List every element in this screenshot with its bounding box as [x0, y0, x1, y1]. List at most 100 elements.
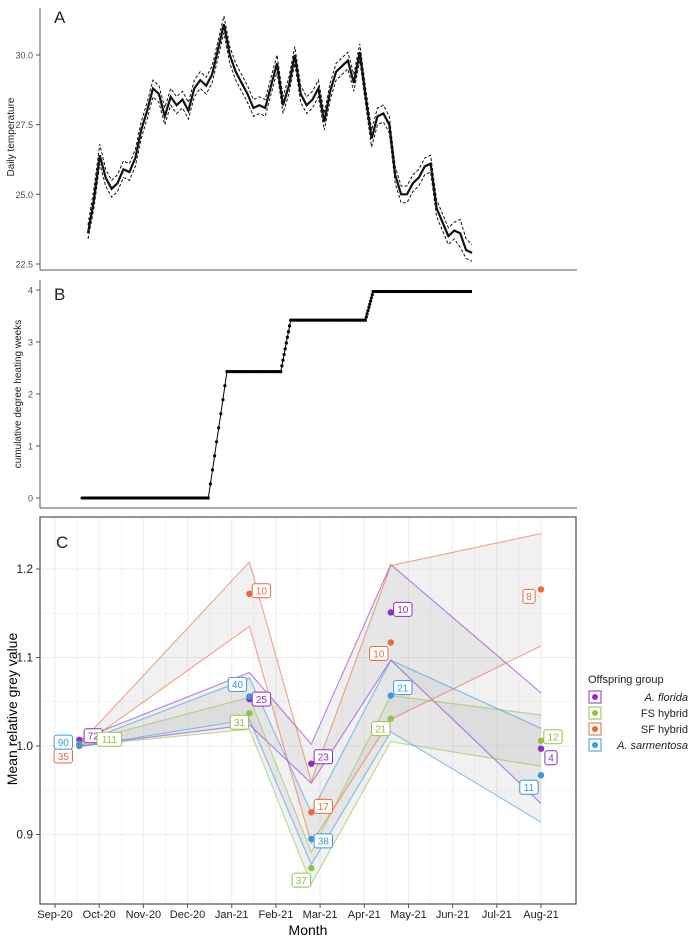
- panel-b-point: [103, 496, 107, 500]
- panel-b-point: [325, 318, 329, 322]
- panel-c-n-label-box: [369, 646, 389, 661]
- panel-b-point: [388, 290, 392, 294]
- panel-b-point: [93, 496, 97, 500]
- panel-b-point: [309, 318, 312, 322]
- panel-c-y-tick-label: 1.0: [16, 739, 33, 753]
- panel-b-point: [143, 496, 147, 500]
- panel-b-point: [228, 370, 232, 374]
- panel-a-line-upper: [87, 15, 473, 245]
- panel-c-x-tick-label: Feb-21: [258, 909, 293, 921]
- panel-c-point: [387, 715, 394, 722]
- panel-b-point: [271, 370, 275, 374]
- panel-c-x-tick-label: Mar-21: [303, 909, 338, 921]
- panel-b-point: [444, 290, 448, 294]
- panel-b-point: [384, 290, 388, 294]
- panel-a-line-mean: [86, 24, 473, 254]
- panel-c-n-label: 12: [547, 733, 559, 744]
- panel-c-x-tick-label: Nov-20: [126, 909, 161, 921]
- panel-c-n-label: 10: [373, 649, 385, 660]
- panel-b-y-label: cumulative degree heating weeks: [13, 320, 24, 468]
- panel-b-point: [351, 318, 355, 322]
- panel-b-point: [312, 318, 316, 322]
- panel-b-point: [186, 496, 190, 500]
- panel-c-y-ticks: 0.9 1.0 1.1 1.2: [16, 562, 40, 842]
- panel-c-point: [308, 864, 315, 872]
- panel-c-n-label: 38: [318, 837, 330, 848]
- panel-c-n-label-box: [53, 734, 73, 750]
- panel-c-n-label: 17: [318, 802, 330, 813]
- panel-b-point: [97, 496, 100, 500]
- panel-b-point: [404, 290, 408, 294]
- panel-b-point: [345, 318, 349, 322]
- panel-c-point: [308, 809, 315, 816]
- panel-b-point: [202, 496, 206, 500]
- panel-a-y-tick-label: 22.5: [15, 260, 33, 270]
- panel-b-point: [206, 496, 210, 500]
- panel-b-point: [80, 496, 84, 500]
- panel-b-point: [136, 496, 140, 500]
- panel-b-point: [149, 496, 153, 500]
- panel-c-n-label: 35: [58, 752, 70, 763]
- panel-b-point: [427, 290, 431, 294]
- panel-a-y-ticks: 22.5 25.0 27.5 30.0: [15, 51, 40, 270]
- panel-c-n-label: 11: [524, 783, 535, 794]
- panel-b-point: [242, 370, 245, 374]
- legend-label: A. florida: [644, 692, 688, 704]
- panel-b-point: [457, 290, 461, 294]
- panel-c-x-tick-label: Dec-20: [170, 909, 205, 921]
- panel-b-point: [342, 318, 345, 322]
- panel-a-label: A: [54, 8, 66, 27]
- panel-c-x-tick-label: Sep-20: [37, 909, 72, 921]
- panel-b-point: [437, 290, 441, 294]
- panel-c: 722523104111313721123510171089040382111 …: [4, 516, 688, 938]
- panel-c-ribbon: [79, 695, 542, 885]
- panel-b-point: [133, 496, 137, 500]
- panel-c-points: [76, 586, 545, 872]
- legend-key-dot: [592, 726, 598, 732]
- panel-c-point: [246, 693, 253, 700]
- panel-b-point: [192, 496, 196, 500]
- panel-c-n-label-box: [543, 729, 563, 745]
- panel-a-y-tick-label: 25.0: [15, 190, 33, 200]
- panel-b-point: [292, 318, 296, 322]
- panel-c-n-label: 37: [296, 876, 308, 887]
- panel-b-point: [130, 496, 133, 500]
- panel-c-y-tick-label: 0.9: [16, 828, 33, 842]
- panel-c-n-label-box: [393, 601, 413, 617]
- panel-b-point: [232, 370, 236, 374]
- panel-b-point: [434, 290, 438, 294]
- panel-b-riser: [207, 371, 228, 499]
- panel-c-n-label: 8: [526, 592, 532, 603]
- panel-c-point: [537, 737, 545, 744]
- panel-b-point: [83, 496, 87, 500]
- legend-label: A. sarmentosa: [616, 740, 688, 752]
- panel-b-point: [268, 370, 272, 374]
- panel-b-point: [299, 318, 303, 322]
- panel-c-n-label: 23: [318, 753, 330, 764]
- panel-b-point: [189, 496, 193, 500]
- panel-c-x-label: Month: [289, 922, 328, 938]
- panel-b-point: [261, 370, 265, 374]
- panel-c-n-label: 40: [232, 680, 244, 691]
- panel-c-lower-line: [79, 728, 542, 886]
- panel-b-point: [163, 496, 166, 500]
- panel-b-point: [166, 496, 170, 500]
- panel-b-y-tick-label: 4: [28, 286, 33, 296]
- panel-b-point: [431, 290, 434, 294]
- panel-b-point: [447, 290, 451, 294]
- panel-c-x-tick-label: May-21: [390, 909, 427, 921]
- panel-b: B 0 1 2 3 4 cumulative degree heating weeks: [13, 280, 577, 509]
- panel-b-point: [87, 496, 91, 500]
- legend-key-dot: [592, 710, 598, 716]
- panel-c-n-label-box: [519, 779, 539, 795]
- panel-c-y-tick-label: 1.1: [16, 651, 33, 665]
- panel-b-point: [182, 496, 186, 500]
- panel-c-point: [308, 760, 315, 767]
- panel-b-point: [464, 290, 467, 294]
- panel-b-point: [248, 370, 252, 374]
- panel-b-point: [417, 290, 421, 294]
- panel-b-point: [318, 318, 322, 322]
- panel-b-point: [100, 496, 104, 500]
- legend-label: SF hybrid: [641, 724, 688, 736]
